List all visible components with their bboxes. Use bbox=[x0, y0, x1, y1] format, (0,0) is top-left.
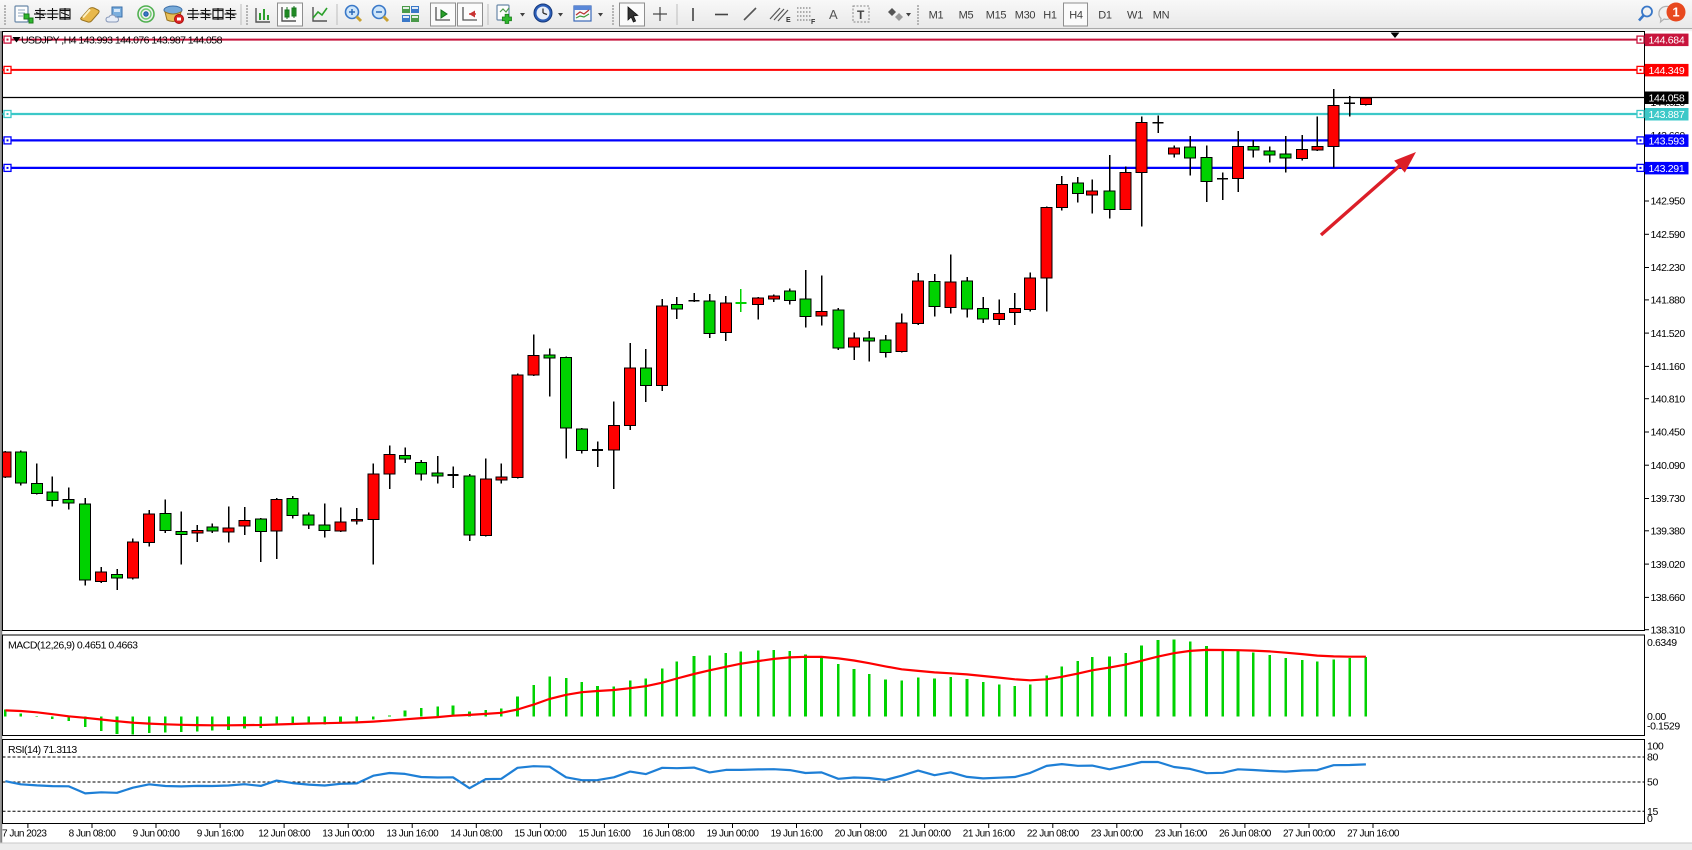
svg-text:14 Jun 08:00: 14 Jun 08:00 bbox=[450, 829, 503, 840]
svg-text:142.230: 142.230 bbox=[1651, 262, 1686, 274]
svg-text:0.00: 0.00 bbox=[1647, 711, 1666, 723]
svg-text:E: E bbox=[786, 17, 791, 24]
svg-text:MN: MN bbox=[1153, 10, 1170, 22]
svg-text:15 Jun 16:00: 15 Jun 16:00 bbox=[578, 829, 631, 840]
svg-text:13 Jun 16:00: 13 Jun 16:00 bbox=[386, 829, 439, 840]
svg-text:H1: H1 bbox=[1043, 10, 1057, 22]
svg-text:7 Jun 2023: 7 Jun 2023 bbox=[2, 829, 47, 840]
svg-text:139.730: 139.730 bbox=[1651, 493, 1686, 505]
svg-text:USDJPY ,H4 143.993 144.076 14: USDJPY ,H4 143.993 144.076 143.987 144.0… bbox=[21, 35, 223, 47]
svg-text:144.349: 144.349 bbox=[1649, 65, 1685, 77]
svg-text:138.310: 138.310 bbox=[1651, 624, 1686, 636]
svg-text:139.380: 139.380 bbox=[1651, 526, 1686, 538]
svg-text:15: 15 bbox=[1647, 806, 1658, 818]
svg-text:50: 50 bbox=[1647, 777, 1658, 789]
svg-text:M30: M30 bbox=[1015, 10, 1036, 22]
svg-text:143.593: 143.593 bbox=[1649, 135, 1685, 147]
svg-text:141.520: 141.520 bbox=[1651, 328, 1686, 340]
svg-text:8 Jun 08:00: 8 Jun 08:00 bbox=[69, 829, 117, 840]
svg-text:142.950: 142.950 bbox=[1651, 196, 1686, 208]
svg-text:19 Jun 00:00: 19 Jun 00:00 bbox=[707, 829, 760, 840]
svg-text:12 Jun 08:00: 12 Jun 08:00 bbox=[258, 829, 311, 840]
svg-text:80: 80 bbox=[1647, 752, 1658, 764]
svg-text:M1: M1 bbox=[929, 10, 944, 22]
svg-text:W1: W1 bbox=[1127, 10, 1143, 22]
svg-text:M15: M15 bbox=[986, 10, 1007, 22]
svg-text:22 Jun 08:00: 22 Jun 08:00 bbox=[1027, 829, 1080, 840]
svg-text:144.058: 144.058 bbox=[1649, 93, 1685, 105]
svg-text:1: 1 bbox=[1672, 5, 1679, 20]
svg-text:19 Jun 16:00: 19 Jun 16:00 bbox=[771, 829, 824, 840]
svg-text:16 Jun 08:00: 16 Jun 08:00 bbox=[643, 829, 696, 840]
svg-text:140.450: 140.450 bbox=[1651, 427, 1686, 439]
svg-text:D1: D1 bbox=[1098, 10, 1112, 22]
svg-text:F: F bbox=[811, 19, 816, 26]
svg-text:23 Jun 16:00: 23 Jun 16:00 bbox=[1155, 829, 1208, 840]
svg-text:H4: H4 bbox=[1069, 10, 1083, 22]
svg-text:0: 0 bbox=[1647, 813, 1653, 825]
svg-text:0.6349: 0.6349 bbox=[1647, 637, 1677, 649]
svg-text:-0.1529: -0.1529 bbox=[1647, 721, 1680, 733]
svg-text:RSI(14) 71.3113: RSI(14) 71.3113 bbox=[8, 744, 77, 756]
svg-text:140.810: 140.810 bbox=[1651, 393, 1686, 405]
svg-text:141.160: 141.160 bbox=[1651, 361, 1686, 373]
svg-text:142.590: 142.590 bbox=[1651, 229, 1686, 241]
svg-text:140.090: 140.090 bbox=[1651, 460, 1686, 472]
svg-text:100: 100 bbox=[1647, 741, 1664, 753]
svg-text:20 Jun 08:00: 20 Jun 08:00 bbox=[835, 829, 888, 840]
svg-text:T: T bbox=[857, 8, 865, 22]
svg-text:141.880: 141.880 bbox=[1651, 295, 1686, 307]
svg-text:23 Jun 00:00: 23 Jun 00:00 bbox=[1091, 829, 1144, 840]
svg-text:27 Jun 16:00: 27 Jun 16:00 bbox=[1347, 829, 1400, 840]
svg-text:21 Jun 00:00: 21 Jun 00:00 bbox=[899, 829, 952, 840]
svg-text:139.020: 139.020 bbox=[1651, 559, 1686, 571]
svg-text:M5: M5 bbox=[959, 10, 974, 22]
svg-text:A: A bbox=[829, 7, 838, 22]
svg-text:9 Jun 16:00: 9 Jun 16:00 bbox=[197, 829, 245, 840]
svg-text:21 Jun 16:00: 21 Jun 16:00 bbox=[963, 829, 1016, 840]
svg-text:13 Jun 00:00: 13 Jun 00:00 bbox=[322, 829, 375, 840]
svg-text:26 Jun 08:00: 26 Jun 08:00 bbox=[1219, 829, 1272, 840]
svg-text:9 Jun 00:00: 9 Jun 00:00 bbox=[133, 829, 181, 840]
svg-text:138.660: 138.660 bbox=[1651, 592, 1686, 604]
svg-text:143.291: 143.291 bbox=[1649, 163, 1685, 175]
svg-text:27 Jun 00:00: 27 Jun 00:00 bbox=[1283, 829, 1336, 840]
svg-text:143.887: 143.887 bbox=[1649, 109, 1685, 121]
svg-text:MACD(12,26,9) 0.4651 0.4663: MACD(12,26,9) 0.4651 0.4663 bbox=[8, 640, 138, 652]
svg-text:144.684: 144.684 bbox=[1649, 35, 1685, 47]
svg-text:15 Jun 00:00: 15 Jun 00:00 bbox=[514, 829, 567, 840]
